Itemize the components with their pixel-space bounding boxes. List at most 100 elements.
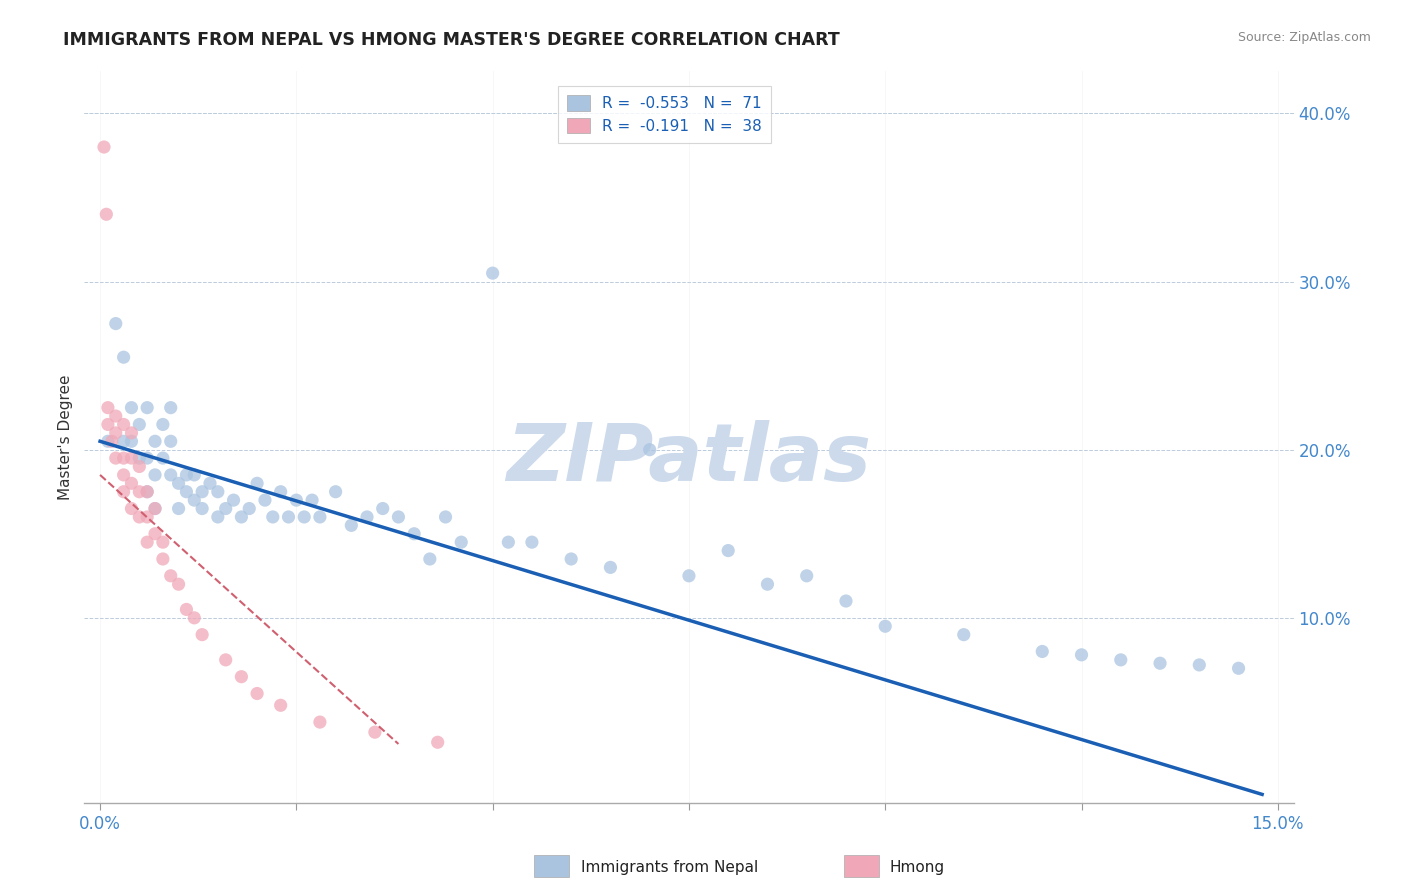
Point: [183, 493, 205, 508]
Point: [270, 698, 292, 713]
Point: [756, 577, 779, 591]
Point: [104, 317, 127, 331]
Point: [101, 434, 124, 449]
Point: [167, 501, 190, 516]
Point: [520, 535, 543, 549]
Point: [121, 401, 143, 415]
Point: [121, 476, 143, 491]
Point: [1227, 661, 1250, 675]
Point: [97, 417, 120, 432]
Point: [191, 501, 214, 516]
Point: [152, 417, 174, 432]
Point: [136, 451, 159, 466]
Point: [246, 476, 269, 491]
Point: [152, 535, 174, 549]
Point: [143, 526, 166, 541]
Point: [112, 417, 135, 432]
Point: [121, 434, 143, 449]
Point: [167, 476, 190, 491]
Point: [176, 467, 198, 482]
Point: [112, 451, 135, 466]
Point: [93, 140, 115, 154]
Point: [159, 569, 181, 583]
Point: [159, 467, 181, 482]
Point: [426, 735, 449, 749]
Point: [364, 725, 387, 739]
Point: [1149, 657, 1171, 671]
Point: [176, 602, 198, 616]
Point: [952, 627, 974, 641]
Point: [183, 467, 205, 482]
Point: [121, 425, 143, 440]
Point: [404, 526, 426, 541]
Point: [136, 510, 159, 524]
Text: IMMIGRANTS FROM NEPAL VS HMONG MASTER'S DEGREE CORRELATION CHART: IMMIGRANTS FROM NEPAL VS HMONG MASTER'S …: [63, 31, 839, 49]
Point: [121, 451, 143, 466]
Point: [875, 619, 897, 633]
Point: [292, 510, 315, 524]
Point: [222, 493, 245, 508]
Point: [136, 535, 159, 549]
Point: [136, 484, 159, 499]
Point: [481, 266, 503, 280]
Point: [599, 560, 621, 574]
Point: [159, 434, 181, 449]
Point: [253, 493, 276, 508]
Point: [262, 510, 284, 524]
Point: [104, 425, 127, 440]
Point: [207, 510, 229, 524]
Point: [238, 501, 260, 516]
Y-axis label: Master's Degree: Master's Degree: [58, 375, 73, 500]
Point: [309, 715, 332, 730]
Point: [112, 467, 135, 482]
Point: [309, 510, 332, 524]
Point: [796, 569, 818, 583]
Point: [143, 467, 166, 482]
Point: [678, 569, 700, 583]
Point: [285, 493, 308, 508]
Point: [143, 501, 166, 516]
Point: [198, 476, 221, 491]
Point: [143, 434, 166, 449]
Point: [340, 518, 363, 533]
Point: [143, 501, 166, 516]
Point: [356, 510, 378, 524]
Text: Immigrants from Nepal: Immigrants from Nepal: [581, 860, 758, 874]
Point: [434, 510, 457, 524]
Text: Hmong: Hmong: [890, 860, 945, 874]
Point: [121, 501, 143, 516]
Point: [152, 552, 174, 566]
Point: [136, 484, 159, 499]
Point: [419, 552, 441, 566]
Point: [191, 627, 214, 641]
Point: [112, 350, 135, 364]
Point: [387, 510, 409, 524]
Point: [183, 611, 205, 625]
Legend: R =  -0.553   N =  71, R =  -0.191   N =  38: R = -0.553 N = 71, R = -0.191 N = 38: [558, 87, 772, 143]
Point: [301, 493, 323, 508]
Point: [717, 543, 740, 558]
Point: [450, 535, 472, 549]
Point: [835, 594, 858, 608]
Point: [128, 451, 150, 466]
Point: [560, 552, 582, 566]
Point: [231, 670, 253, 684]
Point: [1070, 648, 1092, 662]
Point: [136, 401, 159, 415]
Point: [231, 510, 253, 524]
Point: [246, 686, 269, 700]
Text: Source: ZipAtlas.com: Source: ZipAtlas.com: [1237, 31, 1371, 45]
Point: [112, 484, 135, 499]
Point: [128, 510, 150, 524]
Point: [325, 484, 347, 499]
Point: [128, 459, 150, 474]
Text: ZIPatlas: ZIPatlas: [506, 420, 872, 498]
Point: [1188, 657, 1211, 672]
Point: [152, 451, 174, 466]
Point: [215, 501, 238, 516]
Point: [104, 451, 127, 466]
Point: [638, 442, 661, 457]
Point: [128, 484, 150, 499]
Point: [128, 417, 150, 432]
Point: [191, 484, 214, 499]
